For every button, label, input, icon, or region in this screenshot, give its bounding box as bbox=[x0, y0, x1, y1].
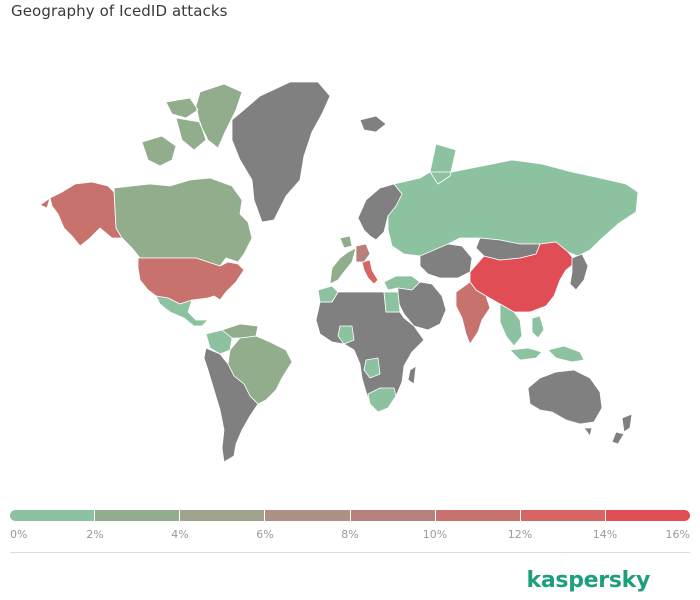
country-egypt bbox=[383, 291, 401, 313]
color-scale-bar bbox=[10, 510, 690, 521]
country-italy bbox=[361, 259, 379, 285]
color-scale-labels: 0% 2% 4% 6% 8% 10% 12% 14% 16% bbox=[10, 528, 690, 544]
color-scale-segment bbox=[435, 510, 520, 521]
page-title: Geography of IcedID attacks bbox=[11, 2, 228, 20]
color-scale-segment bbox=[520, 510, 605, 521]
country-western-europe bbox=[329, 235, 357, 285]
color-scale-tick-label: 8% bbox=[341, 528, 359, 541]
country-australia bbox=[527, 369, 603, 437]
country-indonesia bbox=[509, 345, 585, 363]
country-usa bbox=[137, 257, 245, 305]
country-new-zealand bbox=[611, 413, 633, 445]
country-mongolia bbox=[475, 237, 541, 261]
color-scale-segment bbox=[265, 510, 350, 521]
color-scale-tick-label: 16% bbox=[665, 528, 690, 541]
country-africa bbox=[315, 291, 425, 413]
country-japan bbox=[569, 253, 589, 291]
color-scale-tick-label: 12% bbox=[507, 528, 533, 541]
color-scale-segment bbox=[95, 510, 180, 521]
color-scale-tick-label: 14% bbox=[592, 528, 618, 541]
country-scandinavia bbox=[357, 115, 403, 241]
country-middle-east bbox=[397, 281, 447, 331]
color-scale-tick-label: 0% bbox=[10, 528, 28, 541]
kaspersky-logo: kaspersky bbox=[526, 568, 651, 593]
color-scale-tick-label: 4% bbox=[171, 528, 189, 541]
color-scale-tick-label: 10% bbox=[422, 528, 448, 541]
footer-divider bbox=[10, 552, 690, 553]
color-scale-tick-label: 6% bbox=[256, 528, 274, 541]
country-greenland bbox=[231, 81, 331, 223]
color-scale-segment bbox=[10, 510, 95, 521]
world-map bbox=[0, 60, 700, 470]
country-venezuela bbox=[221, 323, 259, 339]
country-nigeria bbox=[337, 325, 355, 345]
country-angola bbox=[363, 357, 381, 379]
world-map-svg bbox=[39, 81, 639, 463]
country-russia bbox=[387, 143, 639, 257]
country-alaska-usa bbox=[39, 181, 123, 247]
country-southern-south-america bbox=[203, 347, 259, 463]
country-south-africa bbox=[367, 387, 397, 413]
color-scale-tick-label: 2% bbox=[86, 528, 104, 541]
country-morocco bbox=[317, 285, 339, 303]
country-mexico bbox=[155, 295, 209, 327]
color-scale-segment bbox=[180, 510, 265, 521]
country-canada bbox=[113, 83, 253, 267]
country-central-asia bbox=[419, 243, 473, 279]
color-scale-segment bbox=[350, 510, 435, 521]
country-germany bbox=[355, 243, 371, 263]
country-southeast-asia bbox=[499, 303, 545, 347]
color-scale-segment bbox=[605, 510, 690, 521]
country-india bbox=[455, 281, 491, 345]
